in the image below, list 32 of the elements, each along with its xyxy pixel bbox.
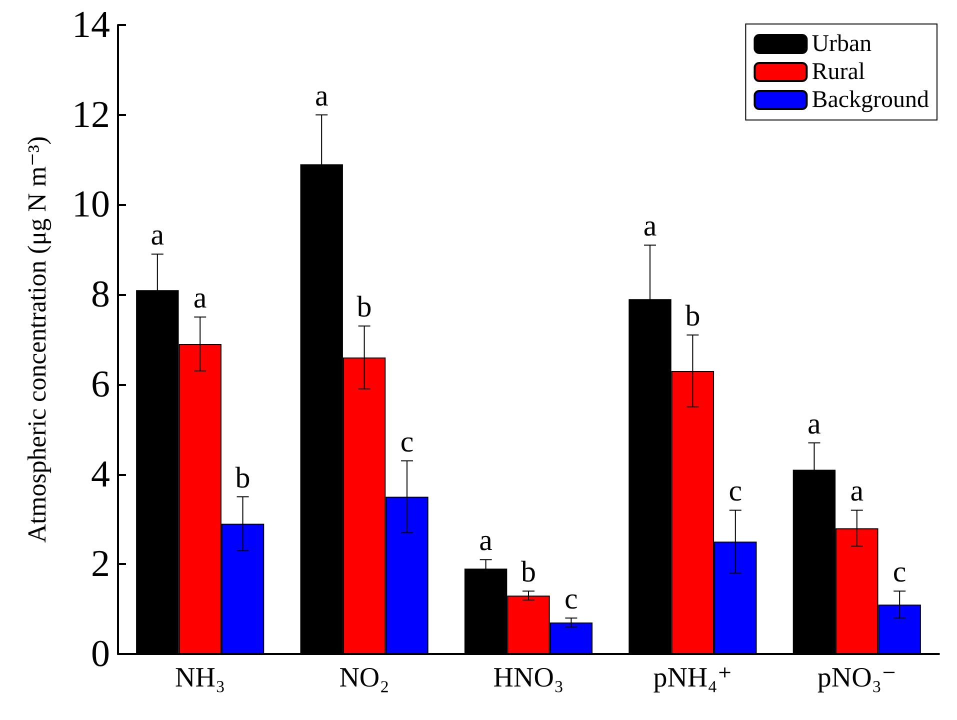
data-label: a	[479, 524, 492, 558]
data-label: b	[235, 461, 250, 494]
legend-label: Rural	[812, 59, 866, 85]
data-label: b	[685, 300, 700, 333]
y-axis-title: Atmospheric concentration (μg N m⁻³)	[22, 136, 52, 543]
data-label: a	[643, 210, 657, 243]
legend-label: Background	[812, 87, 930, 113]
y-tick-label: 6	[91, 363, 110, 406]
y-tick-label: 14	[72, 4, 110, 46]
data-label: a	[150, 218, 164, 252]
x-tick-label: pNH₄⁺	[653, 662, 732, 694]
y-tick-label: 8	[91, 274, 110, 316]
x-tick-label: pNO₃⁻	[817, 662, 896, 694]
x-tick-label: NO₂	[339, 662, 390, 694]
data-label: a	[808, 407, 821, 440]
y-tick-label: 10	[72, 184, 110, 226]
y-tick-label: 0	[91, 633, 110, 675]
y-tick-label: 4	[91, 453, 110, 496]
data-label: c	[728, 474, 742, 508]
data-label: a	[314, 79, 328, 112]
data-label: a	[193, 282, 207, 315]
data-label: c	[400, 425, 414, 458]
data-label: b	[356, 290, 372, 324]
data-label: c	[564, 582, 578, 616]
x-tick-label: HNO₃	[493, 662, 564, 694]
data-label: b	[521, 556, 536, 589]
x-tick-label: NH₃	[175, 662, 226, 694]
data-label: c	[892, 556, 906, 589]
legend-label: Urban	[812, 31, 872, 57]
y-tick-label: 2	[91, 543, 110, 586]
data-label: a	[850, 474, 864, 508]
y-tick-label: 12	[72, 94, 110, 136]
